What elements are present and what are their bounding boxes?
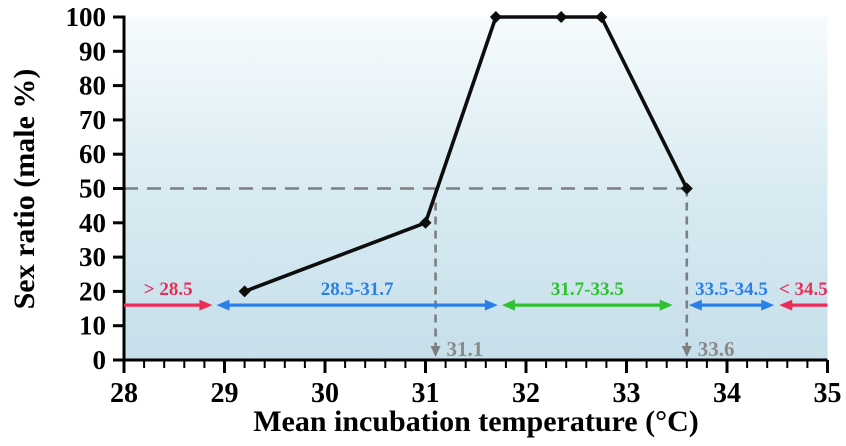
range-arrowhead (761, 299, 775, 311)
x-axis-title: Mean incubation temperature (°C) (253, 405, 699, 438)
y-tick-label: 70 (79, 105, 106, 135)
y-tick-label: 20 (79, 276, 106, 306)
range-arrowhead (688, 299, 702, 311)
y-tick-label: 60 (79, 139, 106, 169)
range-arrowhead (659, 299, 673, 311)
range-arrow-label: 31.7-33.5 (551, 279, 624, 300)
data-point-marker (489, 11, 502, 23)
y-tick-label: 10 (79, 311, 106, 341)
range-arrow-label: > 28.5 (144, 279, 193, 300)
y-tick-label: 50 (79, 174, 106, 204)
y-tick-label: 0 (93, 345, 107, 375)
data-point-marker (419, 216, 432, 229)
x-tick-label: 34 (713, 378, 741, 409)
series-line (243, 15, 689, 294)
range-arrowhead (484, 299, 498, 311)
range-arrowhead (199, 299, 213, 311)
y-tick-label: 30 (79, 242, 106, 272)
data-point-marker (680, 182, 693, 195)
range-arrow-label: 33.5-34.5 (695, 279, 768, 300)
y-tick-label: 100 (66, 2, 107, 32)
x-tick-label: 32 (512, 378, 540, 409)
range-arrowhead (501, 299, 515, 311)
data-point-marker (555, 11, 568, 23)
pivot-down-arrowhead (430, 346, 441, 357)
x-tick-label: 33 (613, 378, 641, 409)
x-tick-label: 29 (211, 378, 239, 409)
pivot-down-arrowhead (681, 346, 692, 357)
x-tick-label: 28 (110, 378, 138, 409)
pivot-temperature-label: 33.6 (698, 337, 735, 361)
x-tick-label: 35 (814, 378, 842, 409)
range-arrowhead (216, 299, 230, 311)
x-tick-label: 30 (311, 378, 339, 409)
y-tick-label: 80 (79, 71, 106, 101)
y-axis-title: Sex ratio (male %) (8, 68, 41, 310)
range-arrowhead (779, 299, 793, 311)
pivot-temperature-label: 31.1 (447, 337, 484, 361)
y-tick-label: 40 (79, 208, 106, 238)
data-point-marker (238, 285, 251, 298)
range-arrow-label: < 34.5 (779, 279, 828, 300)
y-tick-label: 90 (79, 36, 106, 66)
data-point-marker (595, 11, 608, 23)
range-arrow-label: 28.5-31.7 (321, 279, 394, 300)
x-tick-label: 31 (412, 378, 440, 409)
